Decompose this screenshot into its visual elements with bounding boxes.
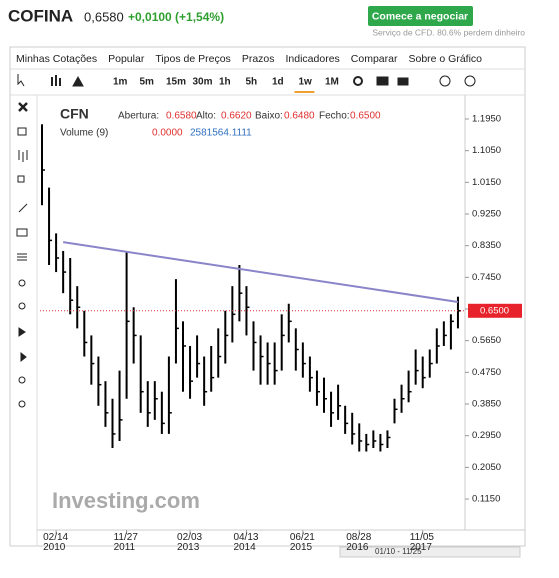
info-label: Baixo:: [255, 111, 283, 122]
scroller[interactable]: [339, 546, 521, 558]
menu-item[interactable]: Indicadores: [286, 53, 340, 65]
camera-icon[interactable]: [376, 76, 389, 86]
timeframe[interactable]: 15m: [166, 77, 186, 88]
close-icon[interactable]: [18, 102, 28, 112]
share-icon[interactable]: [397, 77, 409, 86]
x-tick-label: 06/21 2015: [289, 532, 315, 553]
legend: CFN Abertura: 0.6580 Alto: 0.6620 Baixo:…: [60, 106, 381, 139]
y-tick-label: 0.4750: [472, 367, 501, 378]
volume-value: 0.0000: [152, 128, 183, 139]
symbol: CFN: [60, 106, 89, 122]
tool-icon[interactable]: [18, 400, 26, 408]
info-label: Abertura:: [118, 111, 159, 122]
menu-item[interactable]: Minhas Cotações: [16, 53, 97, 65]
range-label: 01/10 - 11/25: [375, 547, 422, 556]
timeframe[interactable]: 1M: [325, 77, 339, 88]
tool-icon[interactable]: [17, 175, 25, 183]
menu-item[interactable]: Tipos de Preços: [155, 53, 230, 65]
x-tick-label: 08/28 2016: [346, 532, 372, 553]
tool-icon[interactable]: [18, 302, 26, 310]
tool-icon[interactable]: [17, 127, 27, 136]
tool-icon[interactable]: [18, 150, 28, 162]
tool-icon[interactable]: [20, 351, 27, 363]
tool-icon[interactable]: [18, 279, 26, 287]
x-tick-label: 11/27 2011: [113, 532, 138, 553]
tool-icon[interactable]: [17, 253, 27, 261]
x-tick-label: 11/05 2017: [409, 532, 434, 553]
disclaimer: Serviço de CFD. 80.6% perdem dinheiro: [372, 27, 525, 37]
tool-icons: [16, 74, 476, 408]
timeframe[interactable]: 1m: [113, 77, 128, 88]
x-tick-label: 04/13 2014: [233, 532, 259, 553]
info-label: Alto:: [196, 111, 216, 122]
y-tick-label: 0.7450: [472, 272, 501, 283]
y-tick-label: 1.0150: [472, 177, 501, 188]
tool-icon[interactable]: [16, 228, 28, 237]
tool-icon[interactable]: [18, 203, 28, 213]
chart-frame: [9, 46, 526, 547]
last-price-box: [468, 303, 522, 318]
menu-item[interactable]: Prazos: [242, 53, 275, 65]
y-tick-label: 0.2050: [472, 462, 501, 473]
area-icon[interactable]: [72, 75, 84, 87]
cloud-icon[interactable]: [464, 75, 476, 87]
y-tick-label: 0.1150: [472, 494, 500, 505]
timeframe[interactable]: 5m: [140, 77, 155, 88]
menu-item[interactable]: Comparar: [351, 53, 398, 65]
last-price-label: 0.6500: [480, 305, 509, 316]
volume-label: Volume (9): [60, 128, 108, 139]
x-tick-label: 02/03 2013: [177, 532, 203, 553]
volume-value: 2581564.1111: [190, 128, 252, 139]
y-tick-label: 0.8350: [472, 240, 501, 251]
price: 0,6580: [84, 9, 124, 24]
y-tick-label: 0.5650: [472, 335, 501, 346]
change: +0,0100 (+1,54%): [128, 10, 224, 24]
watermark: Investing.com: [52, 488, 200, 513]
y-tick-label: 1.1950: [472, 114, 501, 125]
menu-item[interactable]: Sobre o Gráfico: [408, 53, 482, 65]
trade-button[interactable]: [368, 6, 473, 26]
timeframe[interactable]: 5h: [246, 77, 258, 88]
cursor-icon[interactable]: [17, 74, 25, 87]
trade-button-label[interactable]: Comece a negociar: [372, 10, 468, 22]
info-value: 0.6480: [284, 111, 315, 122]
timeframe[interactable]: 1w: [299, 77, 313, 88]
settings-icon[interactable]: [353, 76, 363, 86]
info-value: 0.6620: [221, 111, 252, 122]
info-label: Fecho:: [319, 111, 350, 122]
timeframe[interactable]: 30m: [193, 77, 213, 88]
timeframe[interactable]: 1h: [219, 77, 231, 88]
trendline: [63, 241, 459, 303]
tool-icon[interactable]: [18, 376, 26, 384]
title: COFINA: [8, 6, 73, 25]
tool-icon[interactable]: [18, 327, 26, 337]
candle-icon[interactable]: [51, 75, 61, 86]
info-value: 0.6580: [166, 111, 197, 122]
menu-item[interactable]: Popular: [108, 53, 145, 65]
y-tick-label: 0.2950: [472, 430, 501, 441]
y-tick-label: 0.9250: [472, 209, 501, 220]
info-value: 0.6500: [350, 111, 381, 122]
timeframe[interactable]: 1d: [272, 77, 284, 88]
x-tick-label: 02/14 2010: [43, 532, 69, 553]
cloud-icon[interactable]: [439, 75, 451, 87]
y-tick-label: 1.1050: [472, 145, 501, 156]
y-tick-label: 0.3850: [472, 399, 501, 410]
